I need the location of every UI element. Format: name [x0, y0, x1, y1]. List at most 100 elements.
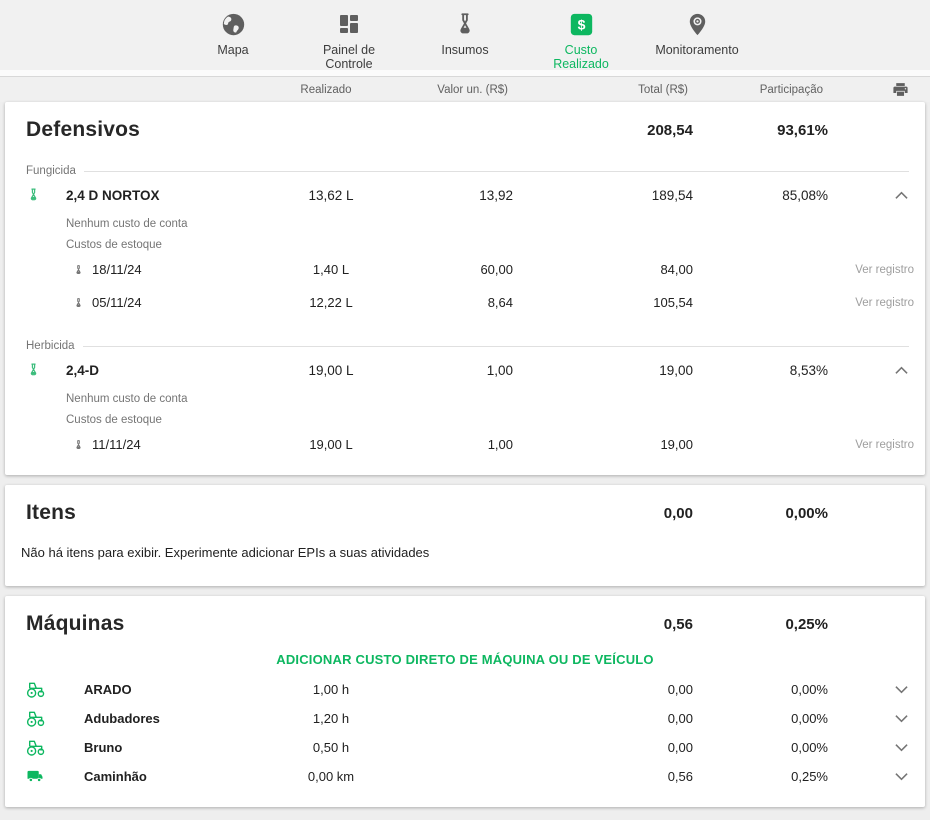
itens-summary-row: Itens 0,00 0,00% [5, 497, 925, 527]
product-name: 2,4-D [66, 362, 100, 378]
flask-icon [73, 297, 85, 309]
machine-row: ARADO 1,00 h 0,00 0,00% [5, 675, 925, 704]
realizado-value: 0,50 h [312, 740, 350, 755]
valor-unitario-value: 1,00 [487, 437, 513, 452]
chevron-down-icon[interactable] [889, 685, 914, 694]
total-value: 84,00 [660, 262, 693, 277]
realizado-value: 19,00 L [309, 437, 353, 452]
total-value: 19,00 [659, 362, 693, 378]
dashboard-grid-icon [337, 9, 361, 39]
group-label-fungicida: Fungicida [26, 164, 909, 178]
stock-row: 05/11/24 12,22 L 8,64 105,54 Ver registr… [5, 288, 925, 317]
section-title: Itens [26, 501, 77, 524]
section-participacao: 0,00% [785, 504, 828, 522]
total-value: 0,56 [667, 769, 693, 784]
dollar-square-icon: $ [568, 9, 595, 39]
machine-row: Caminhão 0,00 km 0,56 0,25% [5, 762, 925, 791]
participacao-value: 85,08% [782, 187, 828, 203]
group-label-herbicida: Herbicida [26, 339, 909, 353]
stock-row: 18/11/24 1,40 L 60,00 84,00 Ver registro [5, 255, 925, 284]
product-name: 2,4 D NORTOX [66, 187, 160, 203]
total-value: 189,54 [651, 187, 693, 203]
total-value: 0,00 [667, 740, 693, 755]
tab-label: Monitoramento [655, 43, 739, 57]
machine-name: Caminhão [84, 769, 147, 784]
realizado-value: 1,00 h [312, 682, 350, 697]
chevron-down-icon[interactable] [889, 772, 914, 781]
section-participacao: 0,25% [785, 615, 828, 633]
tab-insumos[interactable]: Insumos [422, 9, 508, 57]
stock-date: 11/11/24 [92, 437, 141, 452]
realizado-value: 19,00 L [308, 362, 354, 378]
note-custo-estoque: Custos de estoque [66, 239, 162, 251]
pin-gear-icon [685, 9, 710, 39]
flask-icon [26, 187, 42, 203]
note-custo-conta: Nenhum custo de conta [66, 218, 188, 230]
participacao-value: 0,00% [791, 711, 828, 726]
realizado-value: 1,40 L [312, 262, 350, 277]
participacao-value: 0,00% [791, 740, 828, 755]
chevron-down-icon[interactable] [889, 743, 914, 752]
itens-empty-message: Não há itens para exibir. Experimente ad… [21, 545, 430, 560]
print-button[interactable] [892, 81, 909, 98]
flask-icon [452, 9, 478, 39]
tractor-icon [26, 710, 45, 727]
machine-row: Bruno 0,50 h 0,00 0,00% [5, 733, 925, 762]
section-total: 208,54 [647, 121, 693, 139]
stock-date: 05/11/24 [92, 295, 142, 310]
valor-unitario-value: 13,92 [479, 187, 513, 203]
svg-text:$: $ [577, 16, 585, 32]
tab-monitoramento[interactable]: Monitoramento [654, 9, 740, 57]
add-machine-cost-link[interactable]: ADICIONAR CUSTO DIRETO DE MÁQUINA OU DE … [276, 652, 654, 667]
valor-unitario-value: 60,00 [480, 262, 513, 277]
section-maquinas: Máquinas 0,56 0,25% ADICIONAR CUSTO DIRE… [5, 596, 925, 807]
tab-custo-realizado[interactable]: $ Custo Realizado [538, 9, 624, 71]
ver-registro-link[interactable]: Ver registro [855, 296, 914, 309]
participacao-value: 0,00% [791, 682, 828, 697]
total-value: 105,54 [653, 295, 693, 310]
tab-label: Custo Realizado [553, 43, 609, 71]
top-navigation: Mapa Painel de Controle Insumos $ Custo … [0, 0, 930, 71]
tab-mapa[interactable]: Mapa [190, 9, 276, 57]
chevron-up-icon[interactable] [889, 366, 914, 375]
section-total: 0,56 [663, 615, 693, 633]
total-value: 19,00 [660, 437, 693, 452]
chevron-down-icon[interactable] [889, 714, 914, 723]
product-row: 2,4 D NORTOX 13,62 L 13,92 189,54 85,08% [5, 178, 925, 212]
section-title: Defensivos [26, 118, 141, 141]
machine-row: Adubadores 1,20 h 0,00 0,00% [5, 704, 925, 733]
machine-name: ARADO [84, 682, 132, 697]
tab-painel-de-controle[interactable]: Painel de Controle [306, 9, 392, 71]
tab-label: Insumos [441, 43, 489, 57]
column-header-participacao: Participação [759, 83, 823, 96]
section-defensivos: Defensivos 208,54 93,61% Fungicida 2,4 D… [5, 102, 925, 475]
column-header-realizado: Realizado [300, 83, 352, 96]
section-title: Máquinas [26, 612, 125, 635]
table-column-header: Realizado Valor un. (R$) Total (R$) Part… [0, 77, 930, 102]
participacao-value: 8,53% [789, 362, 828, 378]
tab-label: Painel de Controle [322, 43, 376, 71]
note-custo-conta: Nenhum custo de conta [66, 393, 188, 405]
maquinas-summary-row: Máquinas 0,56 0,25% [5, 608, 925, 638]
valor-unitario-value: 8,64 [487, 295, 513, 310]
realizado-value: 0,00 km [307, 769, 355, 784]
tractor-icon [26, 739, 45, 756]
ver-registro-link[interactable]: Ver registro [855, 263, 914, 276]
ver-registro-link[interactable]: Ver registro [855, 438, 914, 451]
column-header-valor-unitario: Valor un. (R$) [437, 83, 508, 96]
realizado-value: 1,20 h [312, 711, 350, 726]
realizado-value: 13,62 L [308, 187, 354, 203]
machine-name: Adubadores [84, 711, 160, 726]
stock-date: 18/11/24 [92, 262, 142, 277]
chevron-up-icon[interactable] [889, 191, 914, 200]
total-value: 0,00 [667, 682, 693, 697]
machine-name: Bruno [84, 740, 123, 755]
tractor-icon [26, 681, 45, 698]
globe-icon [220, 9, 247, 39]
valor-unitario-value: 1,00 [486, 362, 513, 378]
nav-divider [0, 70, 930, 77]
defensivos-summary-row: Defensivos 208,54 93,61% [5, 114, 925, 144]
note-custo-estoque: Custos de estoque [66, 414, 162, 426]
column-header-total: Total (R$) [638, 83, 688, 96]
stock-row: 11/11/24 19,00 L 1,00 19,00 Ver registro [5, 430, 925, 459]
